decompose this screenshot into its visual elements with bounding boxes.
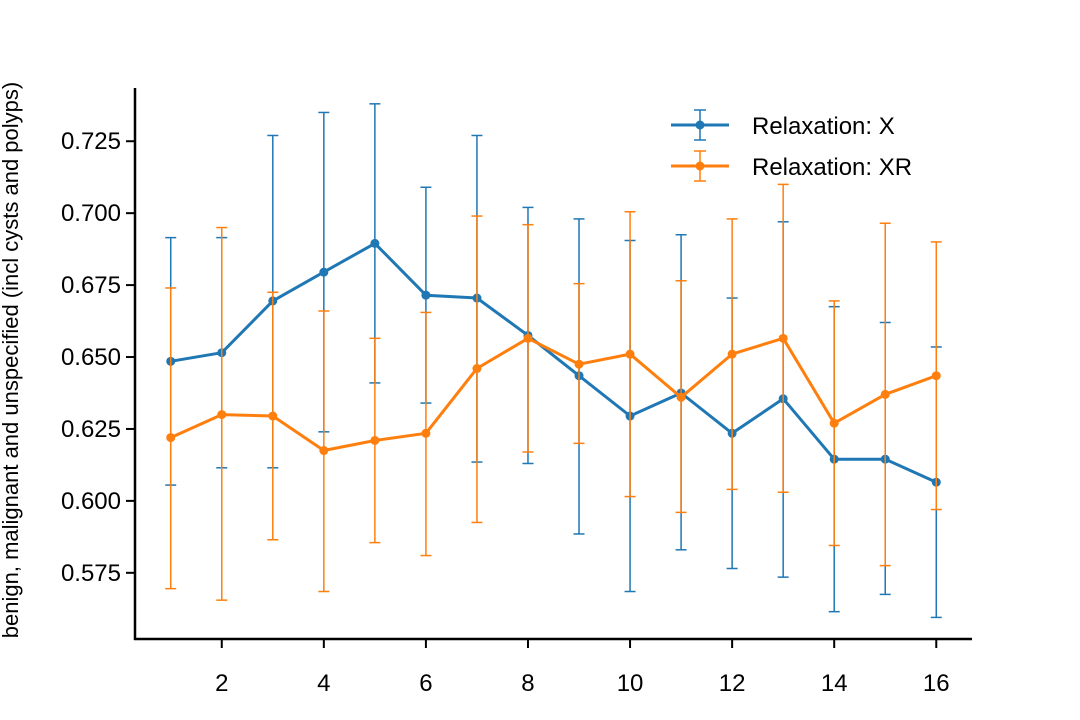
series-1 <box>165 183 942 601</box>
data-point-1-13 <box>829 418 839 428</box>
y-axis-label: benign, malignant and unspecified (incl … <box>0 82 23 638</box>
x-tick-label-12: 12 <box>719 670 746 697</box>
data-point-0-4 <box>370 238 380 248</box>
y-tick-label-1: 0.600 <box>61 488 121 515</box>
data-point-1-9 <box>625 349 635 359</box>
data-point-1-12 <box>778 333 788 343</box>
data-point-1-15 <box>931 371 941 381</box>
legend-label-0: Relaxation: X <box>752 113 895 140</box>
x-tick-label-14: 14 <box>821 670 848 697</box>
x-tick-label-10: 10 <box>617 670 644 697</box>
data-point-1-5 <box>421 428 431 438</box>
y-tick-label-0: 0.575 <box>61 560 121 587</box>
data-point-1-11 <box>727 349 737 359</box>
plot-area <box>165 103 942 619</box>
data-point-1-0 <box>166 433 176 443</box>
data-point-1-2 <box>268 411 278 421</box>
data-point-0-5 <box>421 290 431 300</box>
data-point-1-7 <box>523 333 533 343</box>
data-point-1-8 <box>574 359 584 369</box>
legend-entry-0: Relaxation: X <box>671 109 895 141</box>
y-tick-label-2: 0.625 <box>61 416 121 443</box>
x-tick-label-6: 6 <box>419 670 432 697</box>
y-tick-label-4: 0.675 <box>61 272 121 299</box>
legend-label-1: Relaxation: XR <box>752 154 912 181</box>
data-point-1-14 <box>880 389 890 399</box>
data-point-1-3 <box>319 446 329 456</box>
y-tick-label-3: 0.650 <box>61 344 121 371</box>
legend-entry-1: Relaxation: XR <box>671 150 912 182</box>
x-tick-label-2: 2 <box>215 670 228 697</box>
legend-marker-1 <box>695 161 705 171</box>
x-tick-label-16: 16 <box>923 670 950 697</box>
data-point-0-3 <box>319 267 329 277</box>
series-line-0 <box>170 241 937 484</box>
legend-marker-0 <box>695 120 705 130</box>
x-tick-label-8: 8 <box>521 670 534 697</box>
data-point-1-1 <box>217 410 227 420</box>
axes: 2 4 6 8 10 12 14 16 0.575 0.600 0.625 0.650 0.675 0.7… <box>61 88 972 697</box>
series-line-1 <box>170 336 937 452</box>
y-tick-label-5: 0.700 <box>61 200 121 227</box>
data-point-1-10 <box>676 392 686 402</box>
x-tick-label-4: 4 <box>317 670 330 697</box>
y-tick-label-6: 0.725 <box>61 128 121 155</box>
data-point-1-6 <box>472 364 482 374</box>
data-point-1-4 <box>370 435 380 445</box>
legend: Relaxation: X Relaxation: XR <box>671 109 912 182</box>
